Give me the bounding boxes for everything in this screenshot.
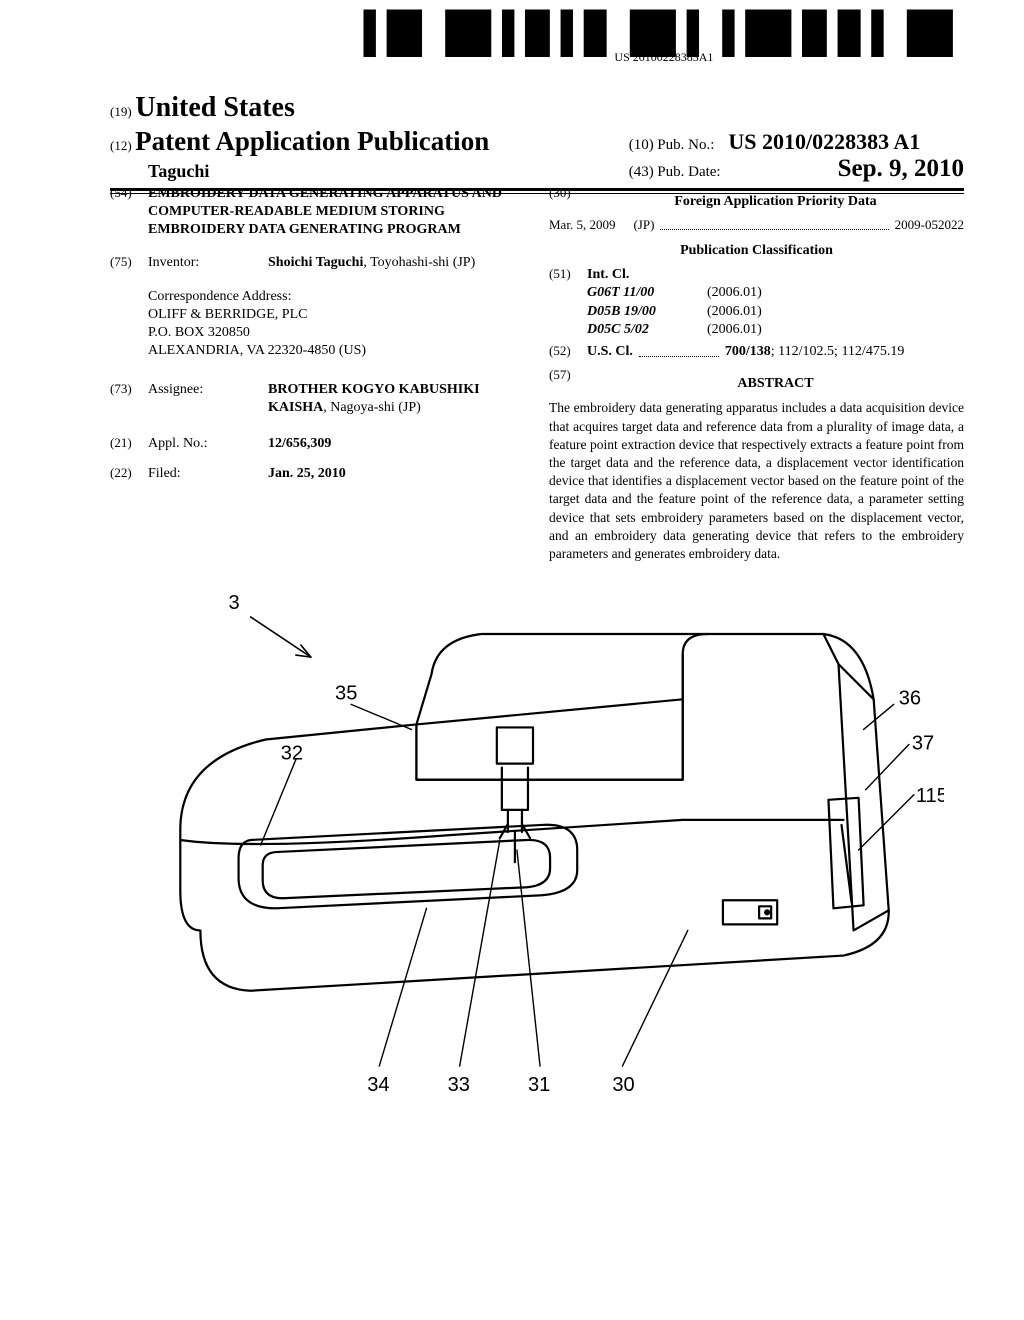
inid-43: (43)	[629, 164, 654, 180]
intcl-code-2: D05B 19/00	[587, 303, 707, 321]
left-column: (54) EMBROIDERY DATA GENERATING APPARATU…	[110, 185, 525, 563]
inid-57: (57)	[549, 367, 587, 399]
pub-no: US 2010/0228383 A1	[728, 129, 920, 154]
pub-no-label: Pub. No.:	[657, 137, 714, 153]
correspondence-address: Correspondence Address: OLIFF & BERRIDGE…	[148, 288, 525, 361]
applno-value: 12/656,309	[268, 435, 525, 453]
right-column: (30) Foreign Application Priority Data M…	[549, 185, 964, 563]
pub-date-label: Pub. Date:	[657, 164, 720, 180]
fig-ref-30: 30	[612, 1074, 634, 1096]
classification-heading: Publication Classification	[549, 242, 964, 260]
barcode-block: ▌█▌▐█▌▌█▐▐▌▐█▌▌▐▐█▌█▐▌▌▐█▌ US 2010022838…	[364, 20, 964, 65]
inid-51: (51)	[549, 266, 587, 284]
correspondence-line1: OLIFF & BERRIDGE, PLC	[148, 306, 525, 324]
figure-svg: 3 35 32 34 33 31 30 36 37 115	[120, 560, 944, 1120]
priority-row: Mar. 5, 2009 (JP) 2009-052022	[549, 217, 964, 234]
figure: 3 35 32 34 33 31 30 36 37 115	[120, 560, 944, 1120]
fig-ref-3: 3	[229, 592, 240, 614]
intcl-ver-1: (2006.01)	[707, 284, 762, 302]
intcl-ver-2: (2006.01)	[707, 303, 762, 321]
abstract-text: The embroidery data generating apparatus…	[549, 399, 964, 563]
applno-label: Appl. No.:	[148, 435, 268, 453]
inid-73: (73)	[110, 381, 148, 417]
assignee-location: , Nagoya-shi (JP)	[323, 400, 421, 415]
uscl-label: U.S. Cl.	[587, 343, 633, 361]
inid-30: (30)	[549, 185, 587, 217]
abstract-heading: ABSTRACT	[587, 375, 964, 393]
priority-date: Mar. 5, 2009	[549, 217, 615, 234]
inid-22: (22)	[110, 465, 148, 483]
inid-19: (19)	[110, 104, 132, 119]
inid-10: (10)	[629, 137, 654, 153]
intcl-code-1: G06T 11/00	[587, 284, 707, 302]
inventor-value: Shoichi Taguchi, Toyohashi-shi (JP)	[268, 254, 525, 272]
intcl-row-2: D05B 19/00 (2006.01)	[587, 303, 964, 321]
fig-ref-33: 33	[448, 1074, 470, 1096]
bibliographic-content: (54) EMBROIDERY DATA GENERATING APPARATU…	[110, 185, 964, 563]
publication-type: Patent Application Publication	[135, 126, 489, 156]
inid-21: (21)	[110, 435, 148, 453]
inid-12: (12)	[110, 138, 132, 153]
fig-ref-36: 36	[899, 687, 921, 709]
intcl-code-3: D05C 5/02	[587, 321, 707, 339]
header-right: (10) Pub. No.: US 2010/0228383 A1 (43) P…	[629, 129, 964, 183]
correspondence-line2: P.O. BOX 320850	[148, 324, 525, 342]
inventor-label: Inventor:	[148, 254, 268, 272]
document-header: (19) United States (12) Patent Applicati…	[110, 92, 964, 194]
intcl-ver-3: (2006.01)	[707, 321, 762, 339]
intcl-row-3: D05C 5/02 (2006.01)	[587, 321, 964, 339]
assignee-label: Assignee:	[148, 381, 268, 417]
dotfill	[660, 217, 888, 230]
inid-52: (52)	[549, 343, 587, 361]
intcl-row-1: G06T 11/00 (2006.01)	[587, 284, 964, 302]
fig-ref-34: 34	[367, 1074, 389, 1096]
invention-title: EMBROIDERY DATA GENERATING APPARATUS AND…	[148, 185, 525, 240]
filed-label: Filed:	[148, 465, 268, 483]
inid-54: (54)	[110, 185, 148, 240]
inventor-location: , Toyohashi-shi (JP)	[363, 255, 475, 270]
pub-date: Sep. 9, 2010	[838, 155, 964, 182]
barcode-graphic: ▌█▌▐█▌▌█▐▐▌▐█▌▌▐▐█▌█▐▌▌▐█▌	[364, 20, 964, 48]
uscl-rest: ; 112/102.5; 112/475.19	[771, 343, 905, 361]
fig-ref-115: 115	[916, 785, 944, 807]
inventor-name: Shoichi Taguchi	[268, 255, 363, 270]
assignee-value: BROTHER KOGYO KABUSHIKI KAISHA, Nagoya-s…	[268, 381, 525, 417]
fig-ref-31: 31	[528, 1074, 550, 1096]
correspondence-line3: ALEXANDRIA, VA 22320-4850 (US)	[148, 342, 525, 360]
priority-number: 2009-052022	[895, 217, 964, 234]
priority-country: (JP)	[633, 217, 654, 234]
foreign-priority-heading: Foreign Application Priority Data	[587, 193, 964, 211]
country: United States	[135, 92, 294, 123]
correspondence-label: Correspondence Address:	[148, 288, 525, 306]
uscl-main: 700/138	[725, 343, 771, 361]
inid-75: (75)	[110, 254, 148, 272]
fig-ref-35: 35	[335, 682, 357, 704]
fig-ref-32: 32	[281, 743, 303, 765]
dotfill-uscl	[639, 343, 719, 357]
intcl-label: Int. Cl.	[587, 266, 629, 284]
fig-ref-37: 37	[912, 733, 934, 755]
filed-value: Jan. 25, 2010	[268, 465, 525, 483]
